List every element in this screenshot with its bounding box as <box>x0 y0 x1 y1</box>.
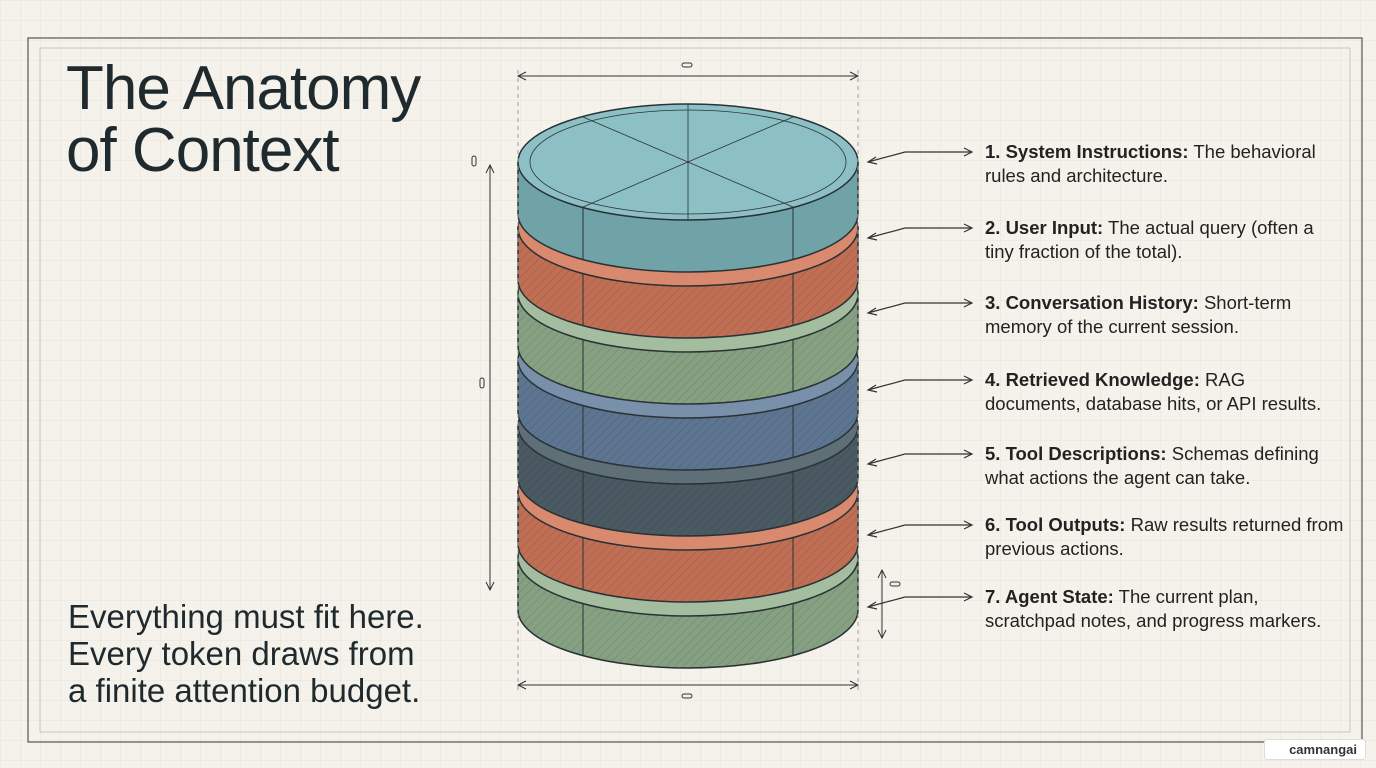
disk-cross <box>582 104 794 220</box>
dimension-lines <box>471 62 901 699</box>
layer-label: 4. Retrieved Knowledge: <box>985 369 1200 390</box>
layer-item: 4. Retrieved Knowledge: RAG documents, d… <box>985 368 1345 416</box>
footer: Everything must fit here. Every token dr… <box>68 598 424 709</box>
layer-item: 5. Tool Descriptions: Schemas defining w… <box>985 442 1345 490</box>
layer-item: 6. Tool Outputs: Raw results returned fr… <box>985 513 1345 561</box>
layer-description: Short-term memory of the current session… <box>985 292 1292 337</box>
title-line: of Context <box>66 116 340 185</box>
layer-item: 1. System Instructions: The behavioral r… <box>985 140 1345 188</box>
disk-stack <box>517 103 859 669</box>
callout-arrow <box>866 449 974 467</box>
layer-label: 1. System Instructions: <box>985 141 1189 162</box>
layer-item: 3. Conversation History: Short-term memo… <box>985 291 1345 339</box>
frame <box>27 37 1363 743</box>
footer-line: a finite attention budget. <box>68 672 421 709</box>
title: The Anatomy of Context <box>66 54 421 185</box>
callout-arrow <box>866 375 974 393</box>
callout-arrow <box>866 147 974 165</box>
layer-item: 7. Agent State: The current plan, scratc… <box>985 585 1345 633</box>
callout-arrow <box>866 298 974 316</box>
layer-label: 3. Conversation History: <box>985 292 1199 313</box>
layer-label: 7. Agent State: <box>985 586 1114 607</box>
callout-arrow <box>866 520 974 538</box>
layer-description: The behavioral rules and architecture. <box>985 141 1316 186</box>
layer-description: RAG documents, database hits, or API res… <box>985 369 1322 414</box>
footer-line: Every token draws from <box>68 635 415 672</box>
disk <box>517 103 859 273</box>
title-line: The Anatomy <box>66 54 421 123</box>
layer-label: 5. Tool Descriptions: <box>985 443 1167 464</box>
footer-line: Everything must fit here. <box>68 598 424 635</box>
callout-arrow <box>866 592 974 610</box>
layer-item: 2. User Input: The actual query (often a… <box>985 216 1345 264</box>
watermark: camnangai <box>1264 739 1366 760</box>
callout-arrows <box>866 147 974 610</box>
layer-description: The current plan, scratchpad notes, and … <box>985 586 1322 631</box>
layer-label: 6. Tool Outputs: <box>985 514 1126 535</box>
inner-frame <box>39 47 1351 733</box>
layer-description: The actual query (often a tiny fraction … <box>985 217 1314 262</box>
layer-label: 2. User Input: <box>985 217 1104 238</box>
layer-description: Schemas defining what actions the agent … <box>985 443 1319 488</box>
callout-arrow <box>866 223 974 241</box>
layer-description: Raw results returned from previous actio… <box>985 514 1344 559</box>
